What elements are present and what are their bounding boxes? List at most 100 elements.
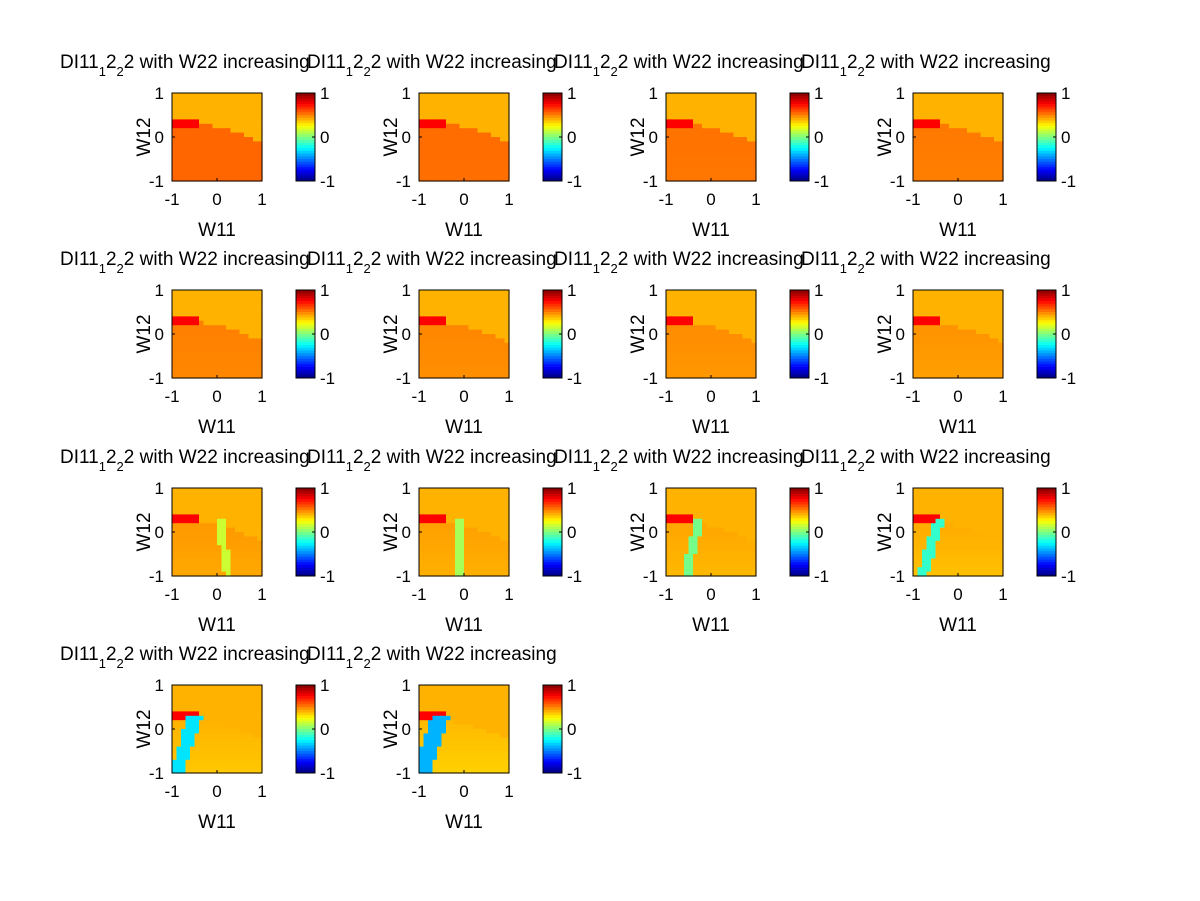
heatmap-cell [437,360,443,366]
heatmap-cell [428,571,434,577]
heatmap-cell [500,298,506,304]
heatmap-cell [208,320,214,326]
heatmap-cell [675,369,681,375]
heatmap-cell [495,545,501,551]
heatmap-cell [980,338,986,344]
heatmap-cell [432,501,438,507]
heatmap-cell [491,132,497,138]
heatmap-cell [208,342,214,348]
heatmap-cell [419,132,425,138]
heatmap-cell [172,145,178,151]
heatmap-cell [724,119,730,125]
heatmap-cell [244,501,250,507]
heatmap-cell [729,176,735,182]
heatmap-cell [670,549,676,555]
heatmap-cell [217,510,223,515]
heatmap-cell [697,154,703,160]
colorbar-tick-label: 0 [320,523,329,542]
heatmap-cell [419,558,425,564]
heatmap-cell [432,338,438,344]
heatmap-cell [208,106,214,112]
heatmap-cell [931,163,937,169]
heatmap-cell [482,110,488,116]
heatmap-cell [203,540,209,546]
heatmap-cell [500,290,506,295]
heatmap-cell [230,373,236,379]
colorbar-segment [296,159,315,163]
heatmap-cell [971,167,977,173]
heatmap-cell [702,329,708,335]
heatmap-cell [239,123,245,129]
heatmap-cell [706,290,712,295]
heatmap-cell [926,329,932,335]
heatmap-cell [464,106,470,112]
heatmap-cell [235,527,241,533]
heatmap-cell [208,172,214,178]
heatmap-cell [244,290,250,295]
heatmap-cell [459,141,465,147]
heatmap-cell [235,514,241,520]
heatmap-cell [194,145,200,151]
heatmap-cell [715,141,721,147]
heatmap-cell [459,523,465,529]
heatmap-cell [670,501,676,507]
heatmap-cell [670,128,676,134]
heatmap-cell [419,351,425,357]
heatmap-cell [181,303,187,309]
heatmap-cell [468,496,474,502]
heatmap-cell [459,123,465,129]
heatmap-cell [706,101,712,107]
heatmap-cell [675,316,681,322]
heatmap-cell [976,145,982,151]
heatmap-cell [419,141,425,147]
heatmap-cell [257,356,263,361]
heatmap-cell [675,115,681,120]
heatmap-cell [500,356,506,361]
heatmap-cell [935,167,941,173]
heatmap-cell [244,373,250,379]
heatmap-cell [989,373,995,379]
heatmap-cell [221,342,227,348]
heatmap-cell [944,93,950,98]
heatmap-cell [455,514,461,520]
heatmap-cell [253,514,259,520]
heatmap-cell [747,338,753,344]
heatmap-cell [967,294,973,300]
heatmap-cell [971,347,977,353]
heatmap-cell [203,128,209,134]
heatmap-cell [239,505,245,511]
heatmap-cell [208,325,214,331]
heatmap-cell [729,325,735,331]
heatmap-cell [953,150,959,156]
heatmap-cell [666,312,672,317]
heatmap-cell [738,176,744,182]
heatmap-cell [971,325,977,331]
heatmap-cell [666,523,672,529]
heatmap-cell [688,290,694,295]
title-subscript: 1 [99,64,106,79]
colorbar-segment [296,312,315,316]
heatmap-cell [949,150,955,156]
heatmap-cell [738,298,744,304]
heatmap-cell [985,176,991,182]
heatmap-cell [711,163,717,169]
heatmap-cell [500,562,506,568]
heatmap-cell [486,329,492,335]
colorbar-segment [790,175,809,179]
y-tick-label: 1 [155,84,164,103]
heatmap-cell [226,150,232,156]
heatmap-cell [491,492,497,498]
heatmap-cell [199,496,205,502]
heatmap-cell [989,329,995,335]
heatmap-cell [675,294,681,300]
heatmap-cell [702,290,708,295]
heatmap-cell [989,145,995,151]
colorbar-segment [790,369,809,373]
heatmap-cell [172,163,178,169]
heatmap-cell [720,312,726,317]
heatmap-cell [994,369,1000,375]
heatmap-cell [437,154,443,160]
heatmap-cell [203,307,209,313]
heatmap-cell [477,545,483,551]
heatmap-cell [976,93,982,98]
